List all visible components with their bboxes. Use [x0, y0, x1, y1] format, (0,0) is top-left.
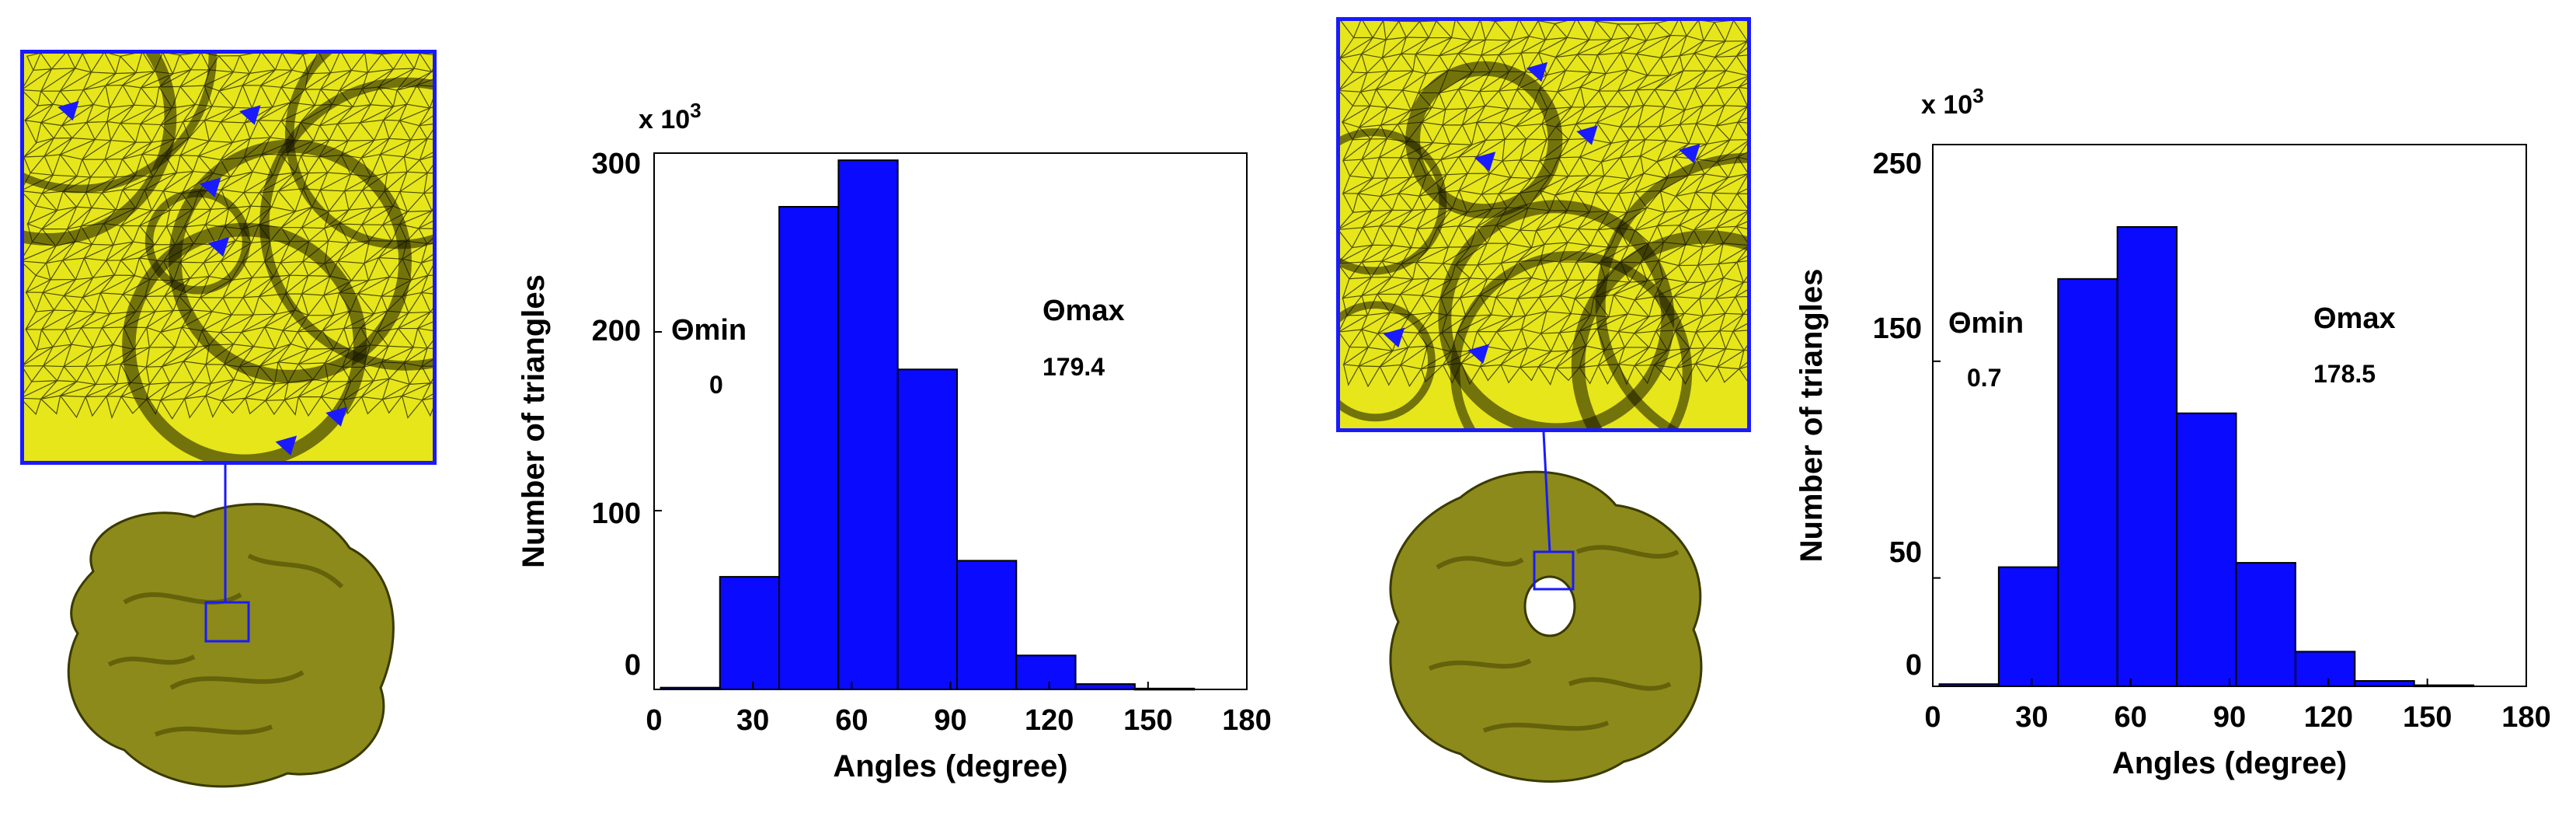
histogram-bar [1074, 683, 1136, 690]
histogram-bar [2294, 651, 2356, 688]
histogram-left: 0 30 60 90 120 150 180 0 100 200 300 Angles (degree… [517, 148, 1272, 783]
theta-min-label-right: Θmin [1948, 307, 2024, 340]
y-tick-label: 50 [1889, 536, 1922, 569]
histogram-bar [1015, 654, 1077, 690]
protein-surface-left [47, 486, 412, 797]
histogram-bar [837, 159, 899, 690]
histogram-right: 0 30 60 90 120 150 180 0 50 150 250 Angles (degree)… [1794, 144, 2551, 780]
protein-ring-surface-left [1367, 451, 1725, 793]
x-tick-label: 150 [2403, 701, 2452, 734]
x-tick-label: 60 [835, 704, 868, 737]
y-tick-label: 200 [592, 315, 641, 347]
histogram-bar [2176, 412, 2237, 687]
histogram-bar [1997, 566, 2059, 687]
mesh-closeup-icon [1340, 21, 1747, 428]
theta-min-label-left: Θmin [671, 314, 747, 347]
y-tick-label: 300 [592, 148, 641, 180]
x-tick-label: 0 [646, 704, 662, 737]
x-tick-label: 120 [1025, 704, 1074, 737]
mesh-closeup-left [20, 50, 437, 465]
x-tick-label: 60 [2115, 701, 2147, 734]
connector-line-right [1542, 431, 1551, 553]
x-axis-label: Angles (degree) [833, 749, 1067, 783]
x-tick-label: 180 [2501, 701, 2550, 734]
theta-max-value-left: 179.4 [1043, 353, 1105, 381]
histogram-bar [778, 206, 840, 690]
protein-ring-surface-icon [1389, 470, 1703, 783]
x-tick-label: 180 [1222, 704, 1271, 737]
histogram-bar [2235, 562, 2296, 687]
histogram-bar [956, 560, 1018, 691]
x-axis-label: Angles (degree) [2112, 746, 2347, 780]
x-tick-label: 90 [2213, 701, 2246, 734]
histogram-bar [2116, 225, 2178, 688]
y-axis-label: Number of triangles [1794, 269, 1829, 563]
theta-max-label-left: Θmax [1043, 295, 1125, 327]
x-tick-label: 150 [1123, 704, 1172, 737]
x-tick-label: 90 [934, 704, 966, 737]
x-tick-label: 30 [2015, 701, 2048, 734]
mesh-closeup-icon [24, 54, 433, 461]
x-tick-label: 0 [1924, 701, 1941, 734]
x-tick-label: 120 [2304, 701, 2353, 734]
theta-min-value-right: 0.7 [1967, 364, 2001, 392]
theta-max-value-right: 178.5 [2313, 360, 2376, 388]
mesh-closeup-right [1336, 17, 1751, 432]
multiplier-right: x 103 [1921, 84, 1984, 120]
y-tick-label: 0 [1906, 649, 1922, 682]
theta-max-label-right: Θmax [2313, 302, 2396, 335]
y-tick-label: 100 [592, 497, 641, 530]
histogram-bar [2057, 277, 2118, 687]
y-tick-label: 0 [625, 649, 641, 682]
theta-min-value-left: 0 [709, 371, 723, 399]
x-tick-label: 30 [736, 704, 769, 737]
histogram-bar [719, 576, 781, 690]
histogram-bar [896, 368, 958, 690]
multiplier-left: x 103 [639, 99, 701, 134]
histogram-bar [2354, 680, 2415, 688]
y-tick-label: 250 [1873, 148, 1922, 180]
y-axis-label: Number of triangles [517, 274, 551, 568]
protein-surface-icon [67, 503, 395, 788]
y-tick-label: 150 [1873, 312, 1922, 345]
